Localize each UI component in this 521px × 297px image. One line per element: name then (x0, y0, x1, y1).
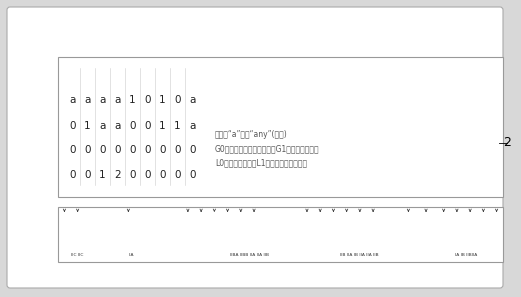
Text: a: a (84, 95, 91, 105)
Text: 0: 0 (144, 121, 151, 131)
Bar (58, 207, 503, 262)
Bar (58, 57, 503, 197)
Text: 0: 0 (174, 170, 181, 180)
Text: 0: 0 (189, 170, 196, 180)
Text: 0: 0 (159, 145, 166, 155)
Text: G0表示高分化或分化未知，G1表示中高分化，: G0表示高分化或分化未知，G1表示中高分化， (215, 144, 319, 153)
Text: 0: 0 (159, 170, 166, 180)
Text: 1: 1 (84, 121, 91, 131)
Text: 0: 0 (69, 170, 76, 180)
Text: IA IB IIBIIA: IA IB IIBIIA (455, 253, 477, 257)
Text: 1: 1 (99, 170, 106, 180)
Text: 0: 0 (129, 145, 136, 155)
Text: 0: 0 (189, 145, 196, 155)
Text: IIBA IIBB IIA IIA IIB: IIBA IIBB IIA IIA IIB (230, 253, 269, 257)
Text: a: a (189, 121, 196, 131)
Text: 注：用“a”表示“any”(任意): 注：用“a”表示“any”(任意) (215, 130, 288, 139)
Text: 1: 1 (129, 95, 136, 105)
Text: L0表示中、上段，L1表示下段或位置不明: L0表示中、上段，L1表示下段或位置不明 (215, 158, 307, 167)
Text: 0: 0 (69, 145, 76, 155)
Text: 0: 0 (84, 145, 91, 155)
Text: a: a (189, 95, 196, 105)
Text: 0: 0 (174, 95, 181, 105)
Text: IIA: IIA (128, 253, 134, 257)
Text: 0: 0 (144, 170, 151, 180)
Text: a: a (114, 121, 121, 131)
Text: 0: 0 (144, 95, 151, 105)
Text: 0: 0 (84, 170, 91, 180)
Text: 2: 2 (503, 136, 511, 149)
Text: 0: 0 (129, 121, 136, 131)
Text: 0: 0 (69, 121, 76, 131)
Text: a: a (114, 95, 121, 105)
Text: 0: 0 (114, 145, 121, 155)
Text: 0: 0 (99, 145, 106, 155)
Text: a: a (100, 95, 106, 105)
Text: 0: 0 (174, 145, 181, 155)
Text: 1: 1 (159, 95, 166, 105)
Text: 1: 1 (174, 121, 181, 131)
Text: 1: 1 (159, 121, 166, 131)
FancyBboxPatch shape (7, 7, 503, 288)
Text: 2: 2 (114, 170, 121, 180)
Text: 0: 0 (144, 145, 151, 155)
Text: a: a (69, 95, 76, 105)
Text: IIB IIA IB IIA IIA IIB: IIB IIA IB IIA IIA IIB (340, 253, 379, 257)
Text: a: a (100, 121, 106, 131)
Text: 0: 0 (129, 170, 136, 180)
Text: IIC IIC: IIC IIC (71, 253, 83, 257)
